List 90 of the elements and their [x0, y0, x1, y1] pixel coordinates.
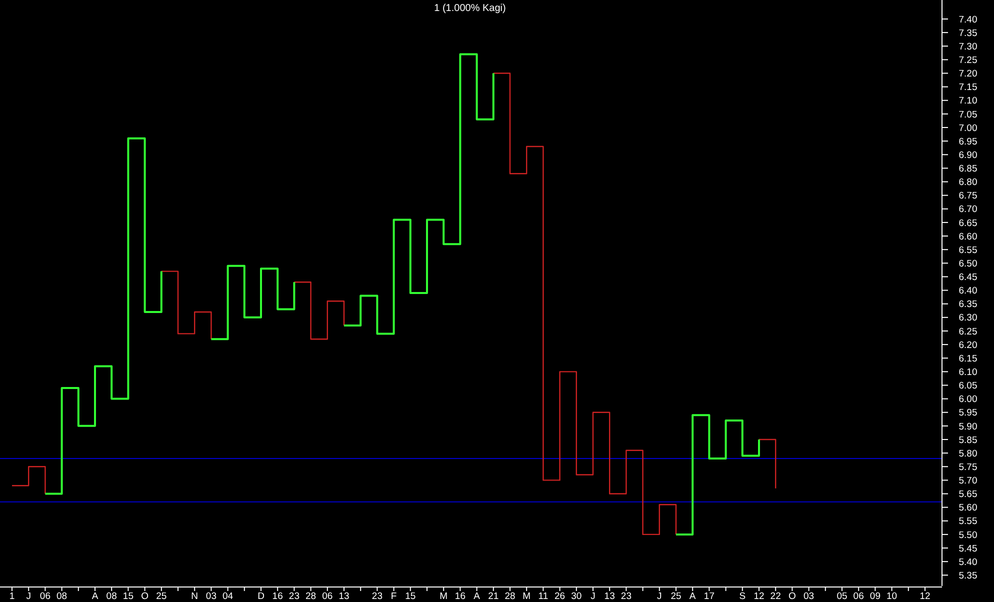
y-tick-label: 5.95	[958, 408, 978, 419]
y-tick-label: 6.45	[958, 272, 978, 284]
y-tick-label: 7.05	[958, 109, 978, 120]
x-tick-label: 25	[156, 591, 167, 602]
y-tick-label: 5.60	[958, 502, 978, 514]
x-tick-label: M	[522, 591, 531, 602]
y-tick-label: 6.25	[958, 326, 978, 338]
y-tick-label: 6.40	[958, 286, 978, 297]
x-tick-label: A	[474, 591, 481, 602]
y-tick-label: 6.05	[958, 380, 978, 392]
y-tick-label: 6.70	[958, 204, 978, 216]
y-tick-label: 6.90	[958, 150, 978, 161]
x-tick-label: 04	[222, 591, 234, 602]
x-tick-label: N	[191, 591, 198, 602]
x-tick-label: D	[258, 591, 265, 602]
x-tick-label: A	[92, 591, 99, 602]
y-tick-label: 5.35	[958, 570, 978, 582]
x-tick-label: 16	[272, 591, 283, 602]
y-tick-label: 5.45	[958, 543, 978, 554]
x-tick-label: 17	[704, 591, 714, 602]
y-tick-label: 6.55	[958, 244, 978, 256]
y-tick-label: 5.55	[958, 516, 978, 528]
x-tick-label: 09	[870, 591, 880, 602]
x-tick-label: 06	[853, 591, 864, 602]
y-tick-label: 6.95	[958, 136, 978, 148]
y-tick-label: 6.20	[958, 340, 978, 351]
x-tick-label: 13	[604, 591, 615, 602]
x-tick-label: 03	[206, 591, 216, 602]
y-tick-label: 7.30	[958, 41, 978, 52]
x-tick-label: 06	[40, 591, 50, 602]
x-tick-label: 26	[554, 591, 566, 602]
x-tick-label: 1	[9, 591, 15, 602]
y-tick-label: 6.15	[958, 353, 978, 364]
x-tick-label: 08	[56, 591, 68, 602]
y-tick-label: 6.60	[958, 231, 978, 242]
y-tick-label: 6.75	[958, 190, 978, 202]
y-tick-label: 6.85	[958, 164, 978, 175]
x-tick-label: 28	[306, 591, 316, 602]
x-tick-label: J	[26, 591, 32, 602]
x-tick-label: 11	[538, 591, 548, 602]
x-tick-label: 23	[288, 591, 300, 602]
x-tick-label: 28	[504, 591, 516, 602]
y-tick-label: 7.15	[958, 82, 978, 94]
y-tick-label: 5.70	[958, 476, 978, 487]
x-tick-label: F	[390, 591, 397, 602]
x-tick-label: 15	[405, 591, 416, 602]
x-tick-label: 08	[106, 591, 117, 602]
x-tick-label: S	[739, 591, 746, 602]
y-tick-label: 6.35	[958, 299, 978, 310]
x-tick-label: 06	[322, 591, 333, 602]
x-tick-label: 16	[454, 591, 466, 602]
x-tick-label: 30	[571, 591, 582, 602]
x-tick-label: 12	[920, 591, 930, 602]
y-tick-label: 6.30	[958, 312, 978, 324]
y-tick-label: 6.00	[958, 394, 978, 406]
y-tick-label: 7.10	[958, 96, 978, 107]
y-tick-label: 5.90	[958, 421, 978, 432]
x-tick-label: A	[689, 591, 696, 602]
y-tick-label: 6.80	[958, 177, 978, 188]
x-tick-label: M	[440, 591, 448, 602]
y-tick-label: 5.80	[958, 448, 978, 460]
x-tick-label: O	[788, 591, 796, 602]
chart-title: 1 (1.000% Kagi)	[434, 3, 506, 14]
y-tick-label: 6.50	[958, 258, 978, 270]
x-tick-label: 25	[670, 591, 682, 602]
y-tick-label: 7.20	[958, 68, 978, 80]
x-tick-label: 23	[372, 591, 382, 602]
x-tick-label: 23	[620, 591, 632, 602]
x-tick-label: 10	[886, 591, 898, 602]
y-tick-label: 5.75	[958, 462, 978, 473]
x-tick-label: 22	[770, 591, 781, 602]
y-tick-label: 5.65	[958, 489, 978, 500]
x-tick-label: 05	[836, 591, 848, 602]
x-tick-label: J	[657, 591, 662, 602]
x-tick-label: O	[141, 591, 148, 602]
y-tick-label: 7.00	[958, 122, 978, 134]
y-tick-label: 5.85	[958, 434, 978, 446]
y-tick-label: 7.40	[958, 14, 978, 26]
y-tick-label: 6.10	[958, 367, 978, 378]
y-tick-label: 6.65	[958, 218, 978, 229]
x-tick-label: 13	[338, 591, 350, 602]
y-tick-label: 5.40	[958, 556, 978, 568]
y-tick-label: 5.50	[958, 530, 978, 541]
x-tick-label: 21	[488, 591, 499, 602]
y-tick-label: 7.35	[958, 28, 978, 39]
y-tick-label: 7.25	[958, 55, 978, 66]
x-tick-label: J	[590, 591, 596, 602]
x-tick-label: 12	[754, 591, 764, 602]
x-tick-label: 03	[804, 591, 814, 602]
x-tick-label: 15	[122, 591, 134, 602]
